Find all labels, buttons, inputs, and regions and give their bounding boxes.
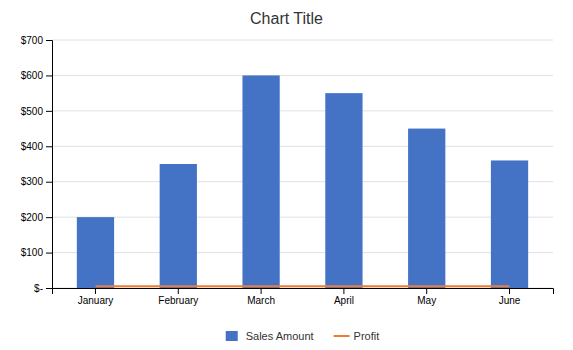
y-tick-label: $- [34,283,43,294]
x-tick-mark [426,288,427,294]
x-tick: January [78,288,114,306]
grid-line [52,181,553,182]
legend-item: Profit [334,330,380,342]
x-tick-mark [95,288,96,294]
x-tick: June [499,288,521,306]
x-tick: April [334,288,354,306]
y-tick: $300 [21,176,52,187]
y-tick-label: $200 [21,212,44,223]
x-tick: May [417,288,436,306]
y-tick: $700 [21,35,52,46]
bar-series [77,75,528,288]
y-tick-mark [46,111,52,112]
y-tick-mark [46,217,52,218]
x-tick-label: April [334,295,354,306]
x-tick-label: March [247,295,275,306]
y-tick: $500 [21,106,52,117]
legend: Sales Amount Profit [226,330,380,342]
bar [77,217,114,288]
y-tick-mark [46,40,52,41]
x-tick: March [247,288,275,306]
y-tick-mark [46,75,52,76]
x-tick-mark [261,288,262,294]
y-tick-label: $600 [21,70,44,81]
grid-line [52,146,553,147]
bar [242,75,279,288]
x-tick-mark [178,288,179,294]
x-tick: February [158,288,198,306]
y-tick-label: $500 [21,106,44,117]
bar [491,160,528,288]
y-tick: $100 [21,247,52,258]
y-tick-mark [46,182,52,183]
grid-line [52,40,553,41]
marks [77,75,528,288]
legend-label: Profit [354,330,380,342]
grid-line [52,217,553,218]
legend-swatch [334,335,350,337]
x-tick-label: May [417,295,436,306]
x-tick-mark [343,288,344,294]
y-axis: $- $100 $200 $300 $400 $500 $600 $700 [21,35,53,294]
title: Chart Title [250,10,323,27]
y-tick: $- [34,283,52,294]
y-tick: $200 [21,212,52,223]
x-tick-label: June [499,295,521,306]
legend-label: Sales Amount [246,330,314,342]
legend-swatch [226,331,238,341]
bar [325,93,362,288]
x-tick-label: January [78,295,114,306]
grid-line [52,75,553,76]
y-tick-mark [46,288,52,289]
y-tick-mark [46,253,52,254]
y-tick-mark [46,146,52,147]
grid-line [52,110,553,111]
grid-line [52,252,553,253]
y-tick: $400 [21,141,52,152]
line [95,285,509,287]
chart: $- $100 $200 $300 $400 $500 $600 $700 January Feb… [0,0,573,350]
y-tick-label: $400 [21,141,44,152]
y-tick-label: $700 [21,35,44,46]
legend-item: Sales Amount [226,330,314,342]
bar [408,129,445,288]
y-tick: $600 [21,70,52,81]
x-axis: January February March April May June [53,288,554,306]
y-tick-label: $100 [21,247,44,258]
y-axis-line [46,41,53,289]
bar [160,164,197,288]
x-tick-label: February [158,295,198,306]
x-tick-mark [509,288,510,294]
grid [52,40,553,288]
plot-area: $- $100 $200 $300 $400 $500 $600 $700 January Feb… [21,35,554,306]
x-axis-line [53,289,554,295]
y-tick-label: $300 [21,176,44,187]
